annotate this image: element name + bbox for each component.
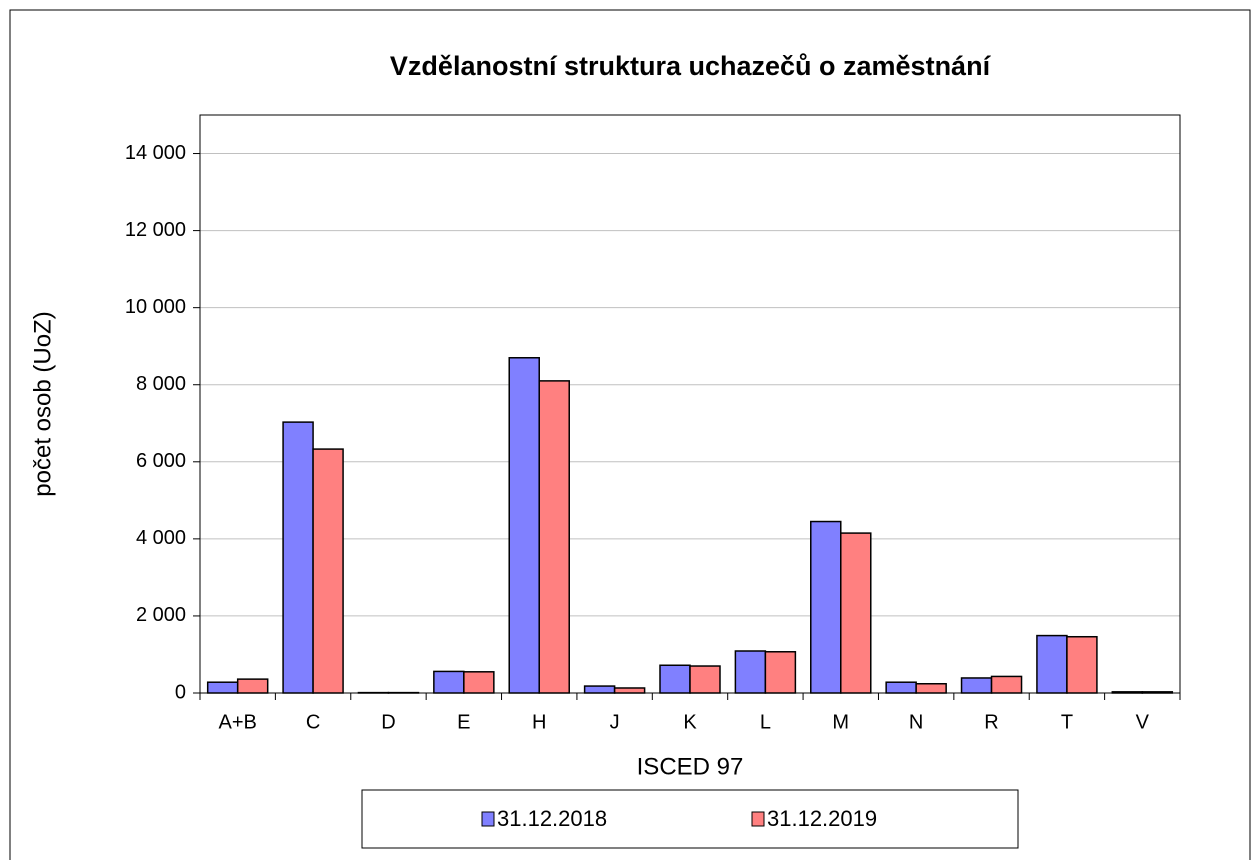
- bar: [689, 665, 721, 694]
- legend-label: 31.12.2019: [767, 806, 877, 831]
- legend-swatch: [751, 811, 765, 827]
- y-tick-label: 2 000: [136, 604, 186, 626]
- bar: [236, 678, 269, 694]
- plot-area: [200, 115, 1180, 693]
- y-tick-label: 14 000: [125, 142, 186, 164]
- x-axis-label: ISCED 97: [637, 753, 744, 780]
- bar: [508, 357, 540, 694]
- bar: [915, 683, 947, 694]
- y-tick-label: 4 000: [136, 527, 186, 549]
- x-tick-label: L: [760, 711, 771, 733]
- bar: [583, 685, 616, 694]
- bar: [885, 681, 917, 694]
- y-tick-label: 8 000: [136, 373, 186, 395]
- legend-label: 31.12.2018: [497, 806, 607, 831]
- bar: [206, 681, 239, 694]
- bar: [990, 675, 1023, 694]
- x-tick-label: V: [1136, 711, 1150, 733]
- x-tick-label: J: [610, 711, 620, 733]
- x-tick-label: R: [984, 711, 998, 733]
- x-tick-label: T: [1061, 711, 1073, 733]
- y-tick-label: 12 000: [125, 219, 186, 241]
- bar: [613, 687, 646, 694]
- legend-swatch: [481, 811, 495, 827]
- x-tick-label: N: [909, 711, 923, 733]
- x-tick-label: D: [381, 711, 395, 733]
- chart-title: Vzdělanostní struktura uchazečů o zaměst…: [390, 51, 992, 81]
- y-tick-label: 6 000: [136, 450, 186, 472]
- x-tick-label: M: [832, 711, 849, 733]
- bar: [1066, 635, 1098, 694]
- bar: [1036, 634, 1068, 694]
- x-tick-label: H: [532, 711, 546, 733]
- y-tick-label: 0: [175, 681, 186, 703]
- bar: [734, 650, 767, 694]
- bar: [810, 520, 842, 694]
- x-tick-label: A+B: [219, 711, 257, 733]
- bar: [764, 651, 797, 694]
- bar: [960, 677, 993, 694]
- bar: [463, 671, 495, 694]
- y-axis-label: počet osob (UoZ): [29, 311, 56, 496]
- legend-box: [361, 789, 1019, 849]
- y-tick-label: 10 000: [125, 296, 186, 318]
- bar: [659, 664, 691, 694]
- x-tick-label: C: [306, 711, 320, 733]
- bar: [312, 448, 344, 694]
- bar: [282, 421, 314, 694]
- x-tick-label: K: [683, 711, 697, 733]
- bar: [538, 380, 570, 694]
- bar: [840, 532, 872, 694]
- x-tick-label: E: [457, 711, 470, 733]
- bar: [433, 670, 465, 694]
